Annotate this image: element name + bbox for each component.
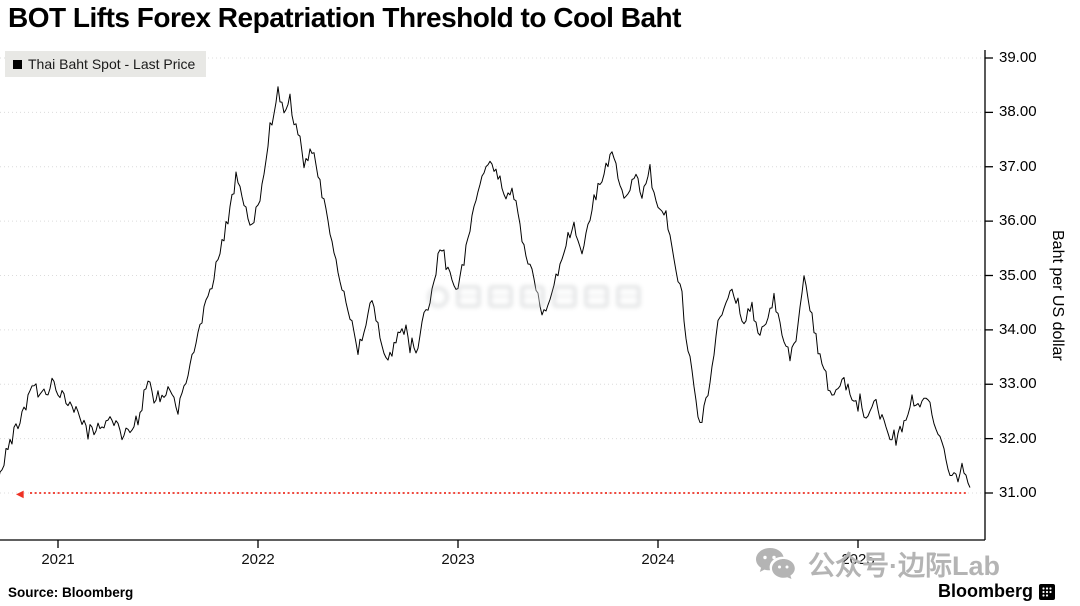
y-axis-tick-label: 32.00 — [999, 429, 1037, 447]
wechat-watermark-text: 公众号·边际Lab — [808, 551, 1000, 581]
y-axis-tick-label: 37.00 — [999, 157, 1037, 175]
wechat-watermark: 公众号·边际Lab — [754, 544, 1000, 583]
y-axis-tick-label: 38.00 — [999, 103, 1037, 121]
wechat-icon — [756, 547, 795, 579]
y-axis-tick-label: 34.00 — [999, 320, 1037, 338]
legend: Thai Baht Spot - Last Price — [5, 51, 207, 77]
blurred-glyph — [428, 286, 448, 307]
blurred-glyph — [457, 286, 480, 307]
x-axis-tick-label: 2023 — [441, 551, 475, 568]
bloomberg-mark-icon — [1039, 583, 1056, 600]
bloomberg-logo: Bloomberg — [938, 581, 1056, 602]
blurred-glyph — [489, 286, 512, 307]
blurred-glyph — [553, 286, 576, 307]
blurred-glyph — [521, 286, 544, 307]
legend-label: Thai Baht Spot - Last Price — [28, 56, 196, 72]
y-axis-tick-label: 39.00 — [999, 49, 1037, 66]
blurred-glyph — [617, 286, 640, 307]
x-axis-tick-label: 2024 — [641, 551, 675, 568]
threshold-marker-icon: ◀ — [16, 489, 24, 500]
y-axis-tick-label: 31.00 — [999, 484, 1037, 501]
price-line-series — [0, 86, 971, 488]
y-axis-tick-label: 36.00 — [999, 212, 1037, 230]
blurred-watermark — [428, 286, 640, 307]
y-axis-tick-label: 33.00 — [999, 375, 1037, 393]
y-axis-title: Baht per US dollar — [1049, 229, 1066, 361]
blurred-glyph — [585, 286, 608, 307]
x-axis-tick-label: 2025 — [841, 551, 875, 568]
x-axis-tick-label: 2021 — [41, 551, 75, 568]
y-axis-tick-label: 35.00 — [999, 266, 1037, 284]
x-axis-tick-label: 2022 — [241, 551, 275, 568]
source-label: Source: Bloomberg — [8, 585, 134, 600]
bloomberg-wordmark: Bloomberg — [938, 581, 1034, 601]
legend-swatch-icon — [13, 59, 22, 69]
chart-title: BOT Lifts Forex Repatriation Threshold t… — [8, 2, 681, 33]
